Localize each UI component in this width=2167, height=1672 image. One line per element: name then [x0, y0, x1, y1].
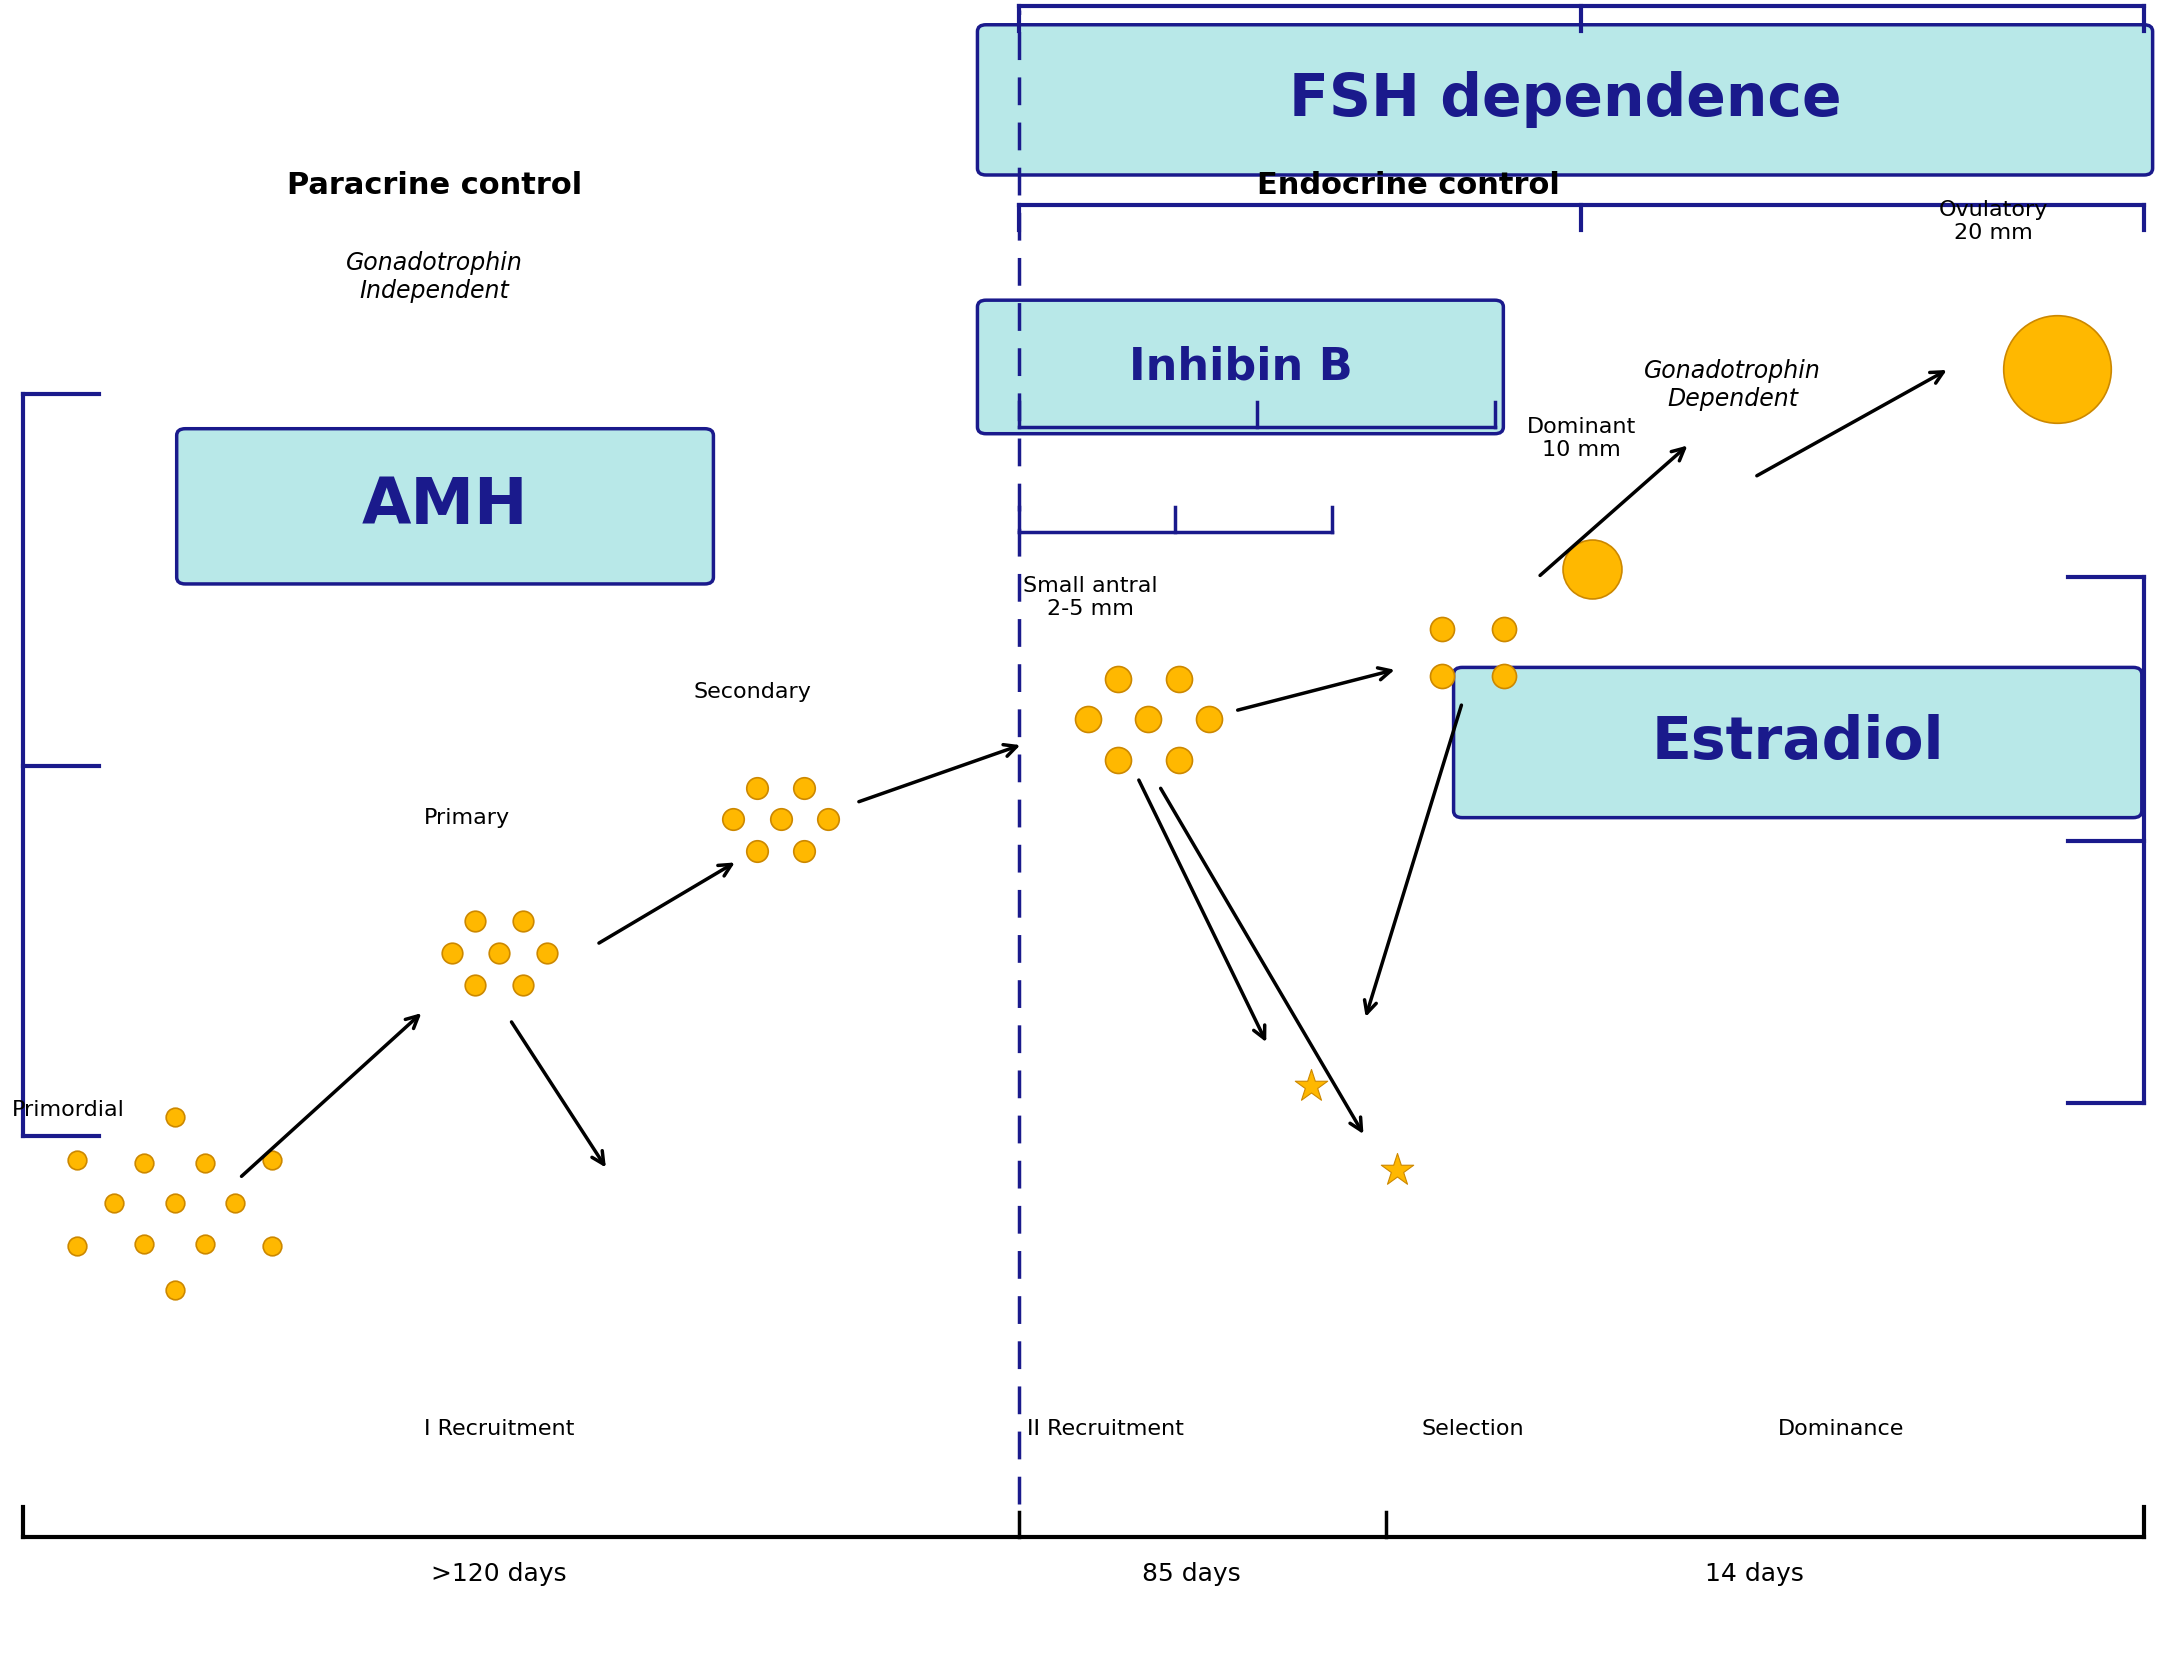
Text: Secondary: Secondary	[693, 682, 813, 702]
Text: Primary: Primary	[423, 808, 509, 828]
Point	[505, 971, 540, 998]
Point	[739, 774, 774, 801]
Point	[219, 1190, 254, 1217]
Text: >120 days: >120 days	[431, 1562, 568, 1587]
Point	[158, 1190, 193, 1217]
Point	[505, 908, 540, 935]
Text: Dominant
10 mm: Dominant 10 mm	[1528, 418, 1636, 460]
Point	[1575, 555, 1610, 582]
Point	[128, 1149, 163, 1175]
Point	[810, 806, 845, 833]
Text: Paracrine control: Paracrine control	[286, 171, 583, 199]
Point	[1131, 706, 1166, 732]
Text: Inhibin B: Inhibin B	[1129, 346, 1352, 388]
Point	[433, 940, 468, 966]
Point	[128, 1231, 163, 1257]
Point	[158, 1104, 193, 1130]
FancyBboxPatch shape	[1454, 667, 2141, 818]
Point	[254, 1147, 288, 1174]
Point	[1162, 665, 1196, 692]
Point	[1487, 662, 1521, 689]
Point	[189, 1149, 223, 1175]
Point	[1070, 706, 1105, 732]
Point	[1426, 615, 1461, 642]
Point	[61, 1232, 95, 1259]
Point	[529, 940, 563, 966]
Point	[1487, 615, 1521, 642]
Text: Small antral
2-5 mm: Small antral 2-5 mm	[1023, 575, 1157, 619]
Point	[457, 908, 492, 935]
FancyBboxPatch shape	[977, 301, 1504, 433]
Text: Gonadotrophin
Dependent: Gonadotrophin Dependent	[1645, 359, 1820, 411]
Point	[763, 806, 797, 833]
Point	[787, 838, 821, 864]
Point	[481, 940, 516, 966]
Text: Primordial: Primordial	[13, 1100, 126, 1120]
Point	[457, 971, 492, 998]
Point	[1101, 665, 1136, 692]
Text: Selection: Selection	[1422, 1418, 1523, 1438]
FancyBboxPatch shape	[178, 428, 713, 584]
Text: AMH: AMH	[362, 475, 529, 537]
Point	[158, 1276, 193, 1302]
Text: Dominance: Dominance	[1777, 1418, 1905, 1438]
Text: Ovulatory
20 mm: Ovulatory 20 mm	[1937, 201, 2048, 244]
Text: Estradiol: Estradiol	[1651, 714, 1944, 771]
Point	[189, 1231, 223, 1257]
Point	[1426, 662, 1461, 689]
Text: Gonadotrophin
Independent: Gonadotrophin Independent	[347, 251, 522, 303]
Point	[254, 1232, 288, 1259]
Text: II Recruitment: II Recruitment	[1027, 1418, 1183, 1438]
FancyBboxPatch shape	[977, 25, 2152, 176]
Text: 14 days: 14 days	[1705, 1562, 1803, 1587]
Point	[1380, 1157, 1415, 1184]
Point	[787, 774, 821, 801]
Point	[1101, 746, 1136, 772]
Text: Endocrine control: Endocrine control	[1257, 171, 1560, 199]
Point	[739, 838, 774, 864]
Point	[61, 1147, 95, 1174]
Point	[1192, 706, 1227, 732]
Point	[98, 1190, 132, 1217]
Point	[1294, 1073, 1328, 1100]
Point	[2039, 354, 2074, 381]
Text: FSH dependence: FSH dependence	[1289, 72, 1842, 129]
Point	[1162, 746, 1196, 772]
Point	[715, 806, 750, 833]
Text: I Recruitment: I Recruitment	[425, 1418, 574, 1438]
Text: 85 days: 85 days	[1142, 1562, 1242, 1587]
